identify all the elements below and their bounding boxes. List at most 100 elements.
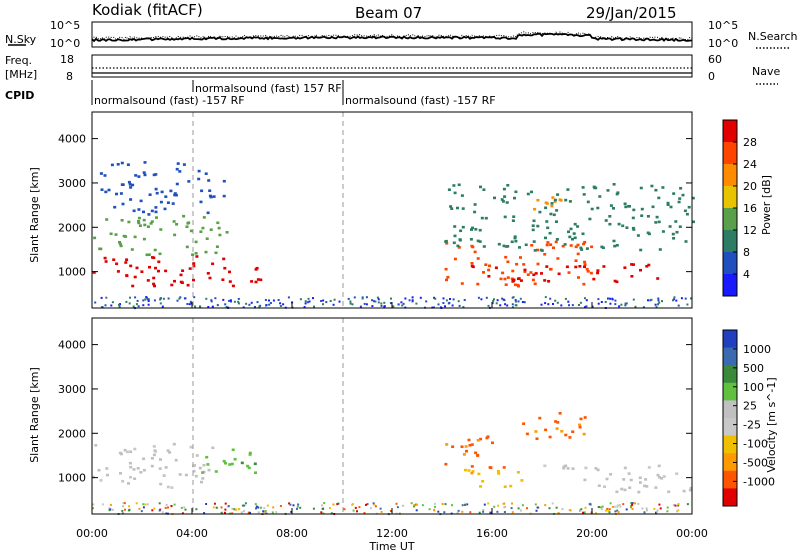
heatmap-cell — [263, 507, 266, 510]
colorbar-swatch — [723, 120, 737, 143]
heatmap-cell — [143, 223, 147, 227]
heatmap-cell — [657, 299, 660, 302]
heatmap-cell — [487, 304, 490, 307]
heatmap-cell — [552, 246, 555, 250]
heatmap-cell — [650, 184, 654, 188]
x-tick-label: 00:00 — [76, 527, 108, 540]
heatmap-cell — [639, 248, 643, 252]
heatmap-cell — [121, 480, 125, 483]
heatmap-cell — [553, 198, 557, 202]
colorbar-swatch — [723, 470, 737, 489]
heatmap-cell — [136, 467, 140, 470]
heatmap-cell — [153, 507, 156, 510]
heatmap-cell — [216, 221, 220, 225]
heatmap-cell — [513, 196, 516, 200]
colorbar-tick-label: 500 — [743, 362, 764, 375]
heatmap-cell — [306, 301, 309, 304]
heatmap-cell — [581, 232, 585, 236]
heatmap-cell — [179, 296, 182, 299]
heatmap-cell — [120, 161, 124, 165]
power-colorbar: 28 24 20 16 12 8 4 — [722, 119, 757, 297]
heatmap-cell — [596, 206, 600, 210]
heatmap-cell — [247, 511, 250, 514]
heatmap-cell — [228, 299, 231, 302]
heatmap-cell — [556, 193, 560, 196]
heatmap-cell — [529, 271, 533, 274]
heatmap-cell — [533, 249, 537, 252]
heatmap-cell — [627, 472, 631, 475]
heatmap-cell — [552, 213, 556, 217]
power-panel: 1000 2000 3000 4000 — [58, 111, 695, 310]
heatmap-cell — [401, 304, 404, 307]
heatmap-cell — [562, 466, 566, 470]
heatmap-cell — [383, 301, 386, 304]
heatmap-cell — [197, 177, 201, 181]
x-tick-label: 00:00 — [676, 527, 708, 540]
heatmap-cell — [173, 233, 177, 237]
heatmap-cell — [226, 505, 229, 508]
heatmap-cell — [208, 276, 212, 280]
heatmap-cell — [656, 510, 659, 513]
heatmap-cell — [512, 278, 516, 282]
heatmap-cell — [137, 305, 140, 308]
heatmap-cell — [216, 304, 219, 307]
heatmap-cell — [645, 507, 648, 510]
heatmap-cell — [576, 243, 580, 247]
heatmap-cell — [655, 511, 657, 514]
heatmap-cell — [104, 190, 108, 194]
heatmap-cell — [464, 468, 467, 472]
heatmap-cell — [192, 278, 195, 282]
heatmap-cell — [92, 475, 95, 479]
heatmap-cell — [194, 252, 198, 255]
heatmap-cell — [404, 297, 407, 300]
heatmap-cell — [118, 242, 122, 246]
heatmap-cell — [377, 301, 380, 304]
heatmap-cell — [676, 510, 678, 513]
heatmap-cell — [320, 300, 323, 302]
heatmap-cell — [158, 509, 161, 512]
heatmap-cell — [605, 509, 607, 512]
heatmap-cell — [544, 504, 547, 507]
heatmap-cell — [446, 275, 450, 279]
heatmap-cell — [347, 297, 350, 300]
heatmap-cell — [686, 503, 689, 506]
heatmap-cell — [119, 244, 123, 248]
heatmap-cell — [307, 297, 310, 300]
heatmap-cell — [595, 512, 597, 515]
heatmap-cell — [549, 243, 553, 246]
heatmap-cell — [111, 301, 114, 304]
heatmap-cell — [242, 306, 245, 309]
heatmap-cell — [677, 504, 680, 507]
x-tick-label: 08:00 — [276, 527, 308, 540]
colorbar-tick-label: 16 — [743, 202, 757, 215]
heatmap-cell — [154, 210, 158, 214]
heatmap-cell — [506, 245, 510, 248]
heatmap-cell — [154, 450, 157, 453]
heatmap-cell — [351, 303, 354, 306]
heatmap-cell — [647, 299, 649, 302]
heatmap-cell — [358, 506, 361, 509]
heatmap-cell — [129, 186, 133, 189]
heatmap-cell — [506, 304, 509, 307]
heatmap-cell — [254, 503, 257, 506]
heatmap-cell — [365, 296, 368, 299]
heatmap-cell — [222, 194, 226, 198]
heatmap-cell — [574, 245, 578, 249]
heatmap-cell — [415, 503, 418, 506]
heatmap-cell — [611, 298, 614, 301]
cpid-segment-1: normalsound (fast) -157 RF — [94, 94, 245, 107]
heatmap-cell — [582, 282, 586, 286]
heatmap-cell — [564, 297, 567, 300]
heatmap-cell — [474, 228, 478, 231]
heatmap-cell — [230, 300, 232, 303]
colorbar-tick-label: 100 — [743, 381, 764, 394]
heatmap-cell — [461, 504, 464, 507]
heatmap-cell — [502, 298, 505, 301]
heatmap-cell — [596, 269, 600, 272]
heatmap-cell — [479, 485, 483, 488]
heatmap-cell — [100, 306, 103, 309]
heatmap-cell — [214, 251, 218, 255]
heatmap-cell — [568, 200, 572, 203]
heatmap-cell — [501, 200, 505, 203]
heatmap-cell — [578, 423, 582, 427]
